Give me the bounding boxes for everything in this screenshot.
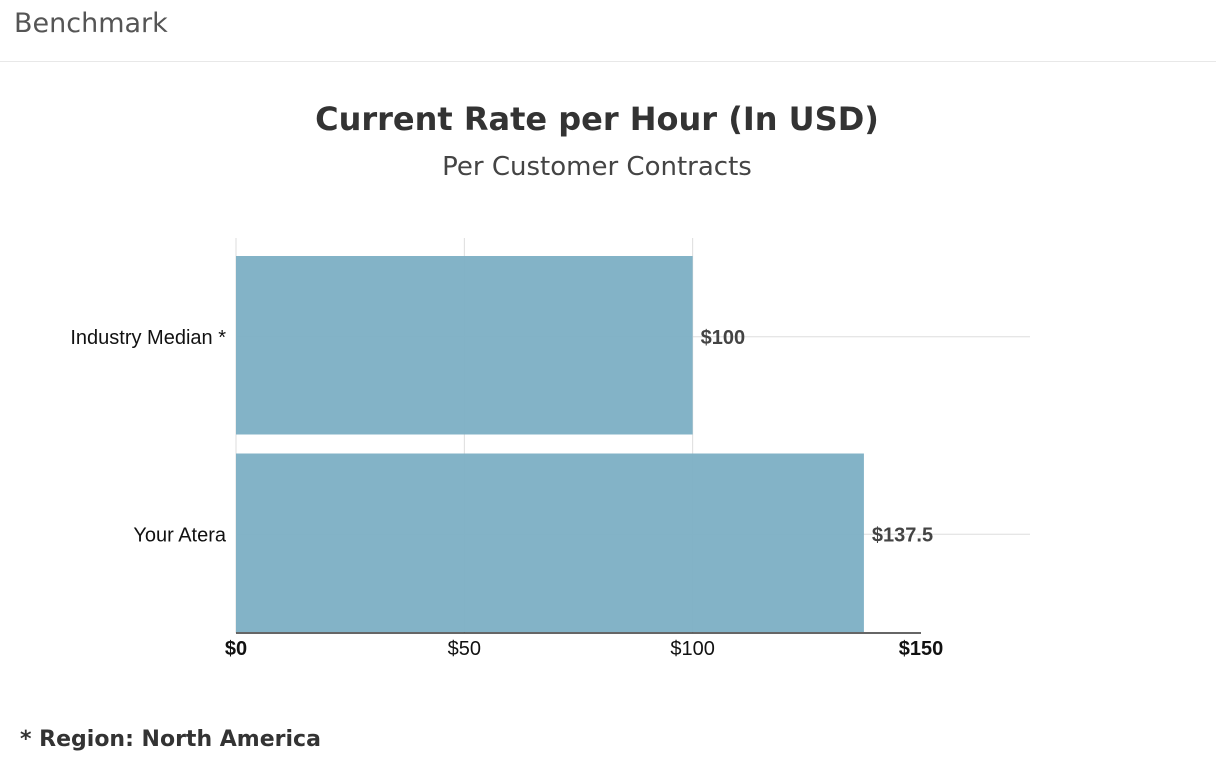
bar: [236, 256, 693, 435]
category-label: Your Atera: [133, 524, 227, 546]
page-title: Benchmark: [14, 8, 168, 39]
data-label: $100: [701, 327, 746, 349]
x-tick-label: $100: [670, 638, 715, 660]
x-tick-label: $150: [899, 638, 944, 660]
category-label: Industry Median *: [70, 327, 226, 349]
chart-subtitle: Per Customer Contracts: [442, 152, 752, 182]
x-tick-label: $0: [225, 638, 247, 660]
data-label: $137.5: [872, 524, 933, 546]
bar: [236, 453, 864, 632]
x-tick-label: $50: [448, 638, 481, 660]
chart-title: Current Rate per Hour (In USD): [315, 100, 879, 138]
footnote: * Region: North America: [20, 727, 321, 752]
page-header: Benchmark: [0, 0, 1216, 62]
